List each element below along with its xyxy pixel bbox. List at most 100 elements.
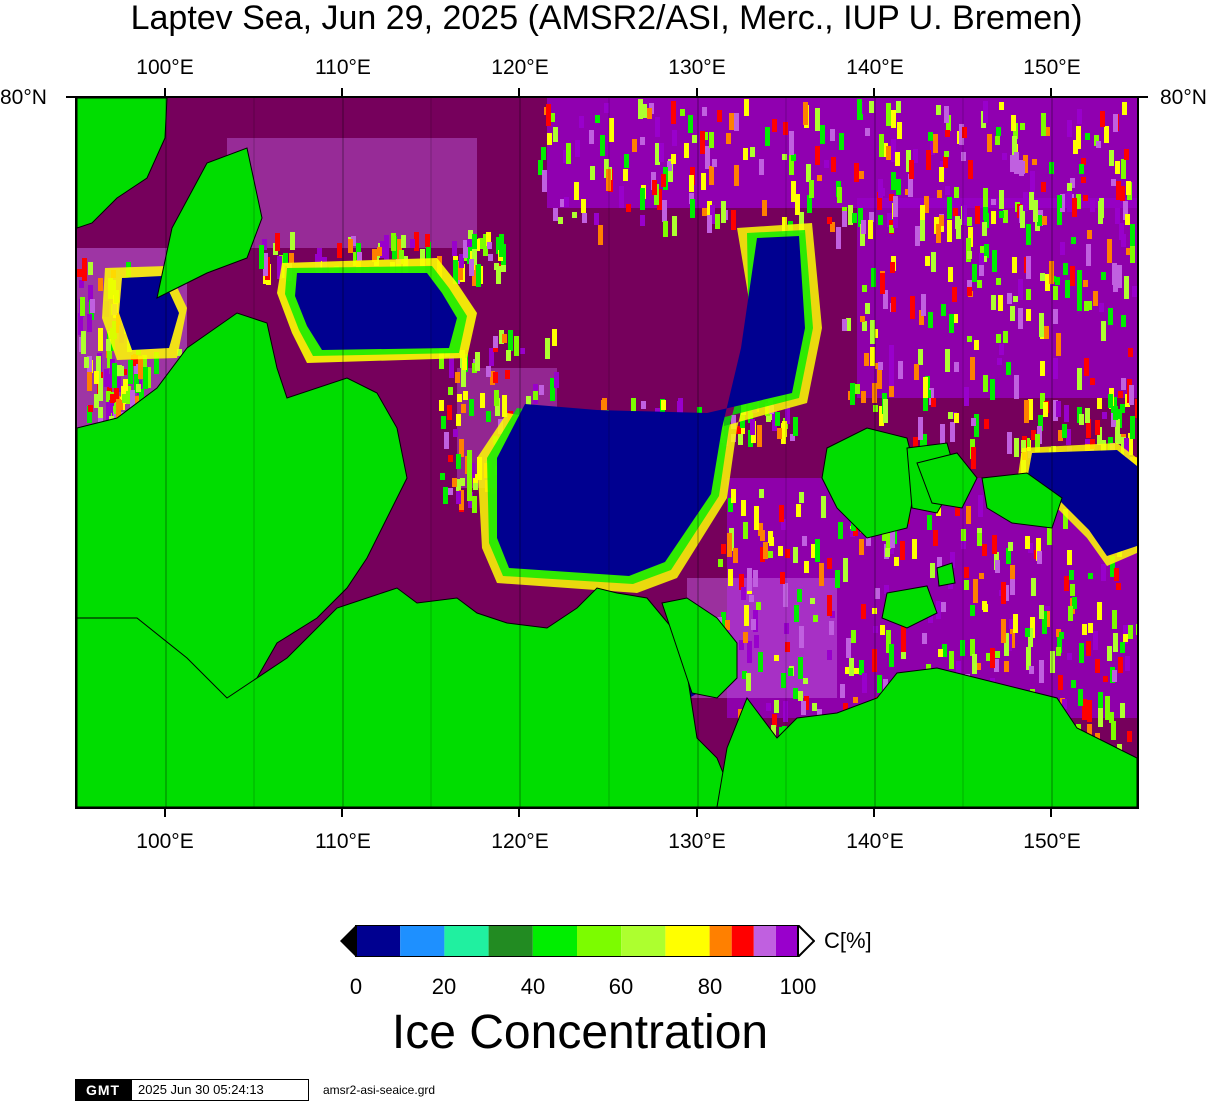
ice-speckle <box>967 217 972 226</box>
ice-speckle <box>824 160 829 168</box>
ice-speckle <box>391 233 396 251</box>
ice-speckle <box>81 331 86 354</box>
ice-speckle <box>1121 234 1126 247</box>
ice-speckle <box>728 569 733 586</box>
lon-label-top-110: 110°E <box>315 56 371 79</box>
ice-speckle <box>1087 301 1092 310</box>
ice-speckle <box>1007 293 1012 304</box>
ice-speckle <box>107 349 112 368</box>
ice-speckle <box>905 189 910 195</box>
ice-speckle <box>460 478 465 486</box>
ice-speckle <box>461 404 466 413</box>
ice-speckle <box>1055 277 1060 285</box>
ice-speckle <box>920 205 925 227</box>
ice-speckle <box>1118 391 1123 398</box>
ice-speckle <box>290 232 295 250</box>
ice-speckle <box>802 536 807 546</box>
ice-speckle <box>758 652 763 672</box>
ice-speckle <box>493 372 498 383</box>
ice-speckle <box>964 580 969 590</box>
ice-speckle <box>410 239 415 248</box>
ice-speckle <box>925 256 930 266</box>
ice-speckle <box>640 215 645 226</box>
ice-speckle <box>84 357 89 368</box>
ice-speckle <box>1012 136 1017 155</box>
ice-speckle <box>920 220 925 241</box>
ice-speckle <box>807 195 812 213</box>
ice-speckle <box>589 130 594 144</box>
ice-speckle <box>893 217 898 228</box>
ice-speckle <box>1130 246 1135 263</box>
ice-speckle <box>1028 399 1033 420</box>
ice-speckle <box>552 329 557 346</box>
ice-speckle <box>1020 123 1025 130</box>
ice-speckle <box>971 418 976 426</box>
ice-speckle <box>799 212 804 233</box>
ice-speckle <box>1053 286 1058 300</box>
ice-speckle <box>642 104 647 118</box>
ice-speckle <box>1128 348 1133 357</box>
ice-speckle <box>98 278 103 291</box>
ice-speckle <box>858 114 863 120</box>
ice-speckle <box>143 367 148 389</box>
ice-speckle <box>553 208 558 221</box>
ice-speckle <box>275 233 280 251</box>
ice-speckle <box>845 667 850 674</box>
ice-speckle <box>1086 641 1091 656</box>
ice-speckle <box>846 638 851 658</box>
ice-speckle <box>996 127 1001 136</box>
ice-speckle <box>898 361 903 379</box>
ice-speckle <box>478 238 483 249</box>
ice-speckle <box>1028 628 1033 647</box>
ice-speckle <box>1115 208 1120 224</box>
ice-speckle <box>950 552 955 568</box>
ice-speckle <box>821 496 826 518</box>
ice-speckle <box>992 535 997 554</box>
ice-speckle <box>1113 114 1118 132</box>
ice-speckle <box>483 234 488 256</box>
ice-speckle <box>791 181 796 202</box>
colorbar-cell <box>400 925 445 957</box>
ice-speckle <box>1104 126 1109 143</box>
lon-label-bottom-130: 130°E <box>668 830 726 853</box>
ice-speckle <box>652 180 657 195</box>
ice-speckle <box>488 254 493 261</box>
ice-speckle <box>1094 135 1099 146</box>
ice-speckle <box>793 688 798 699</box>
grid-filename: amsr2-asi-seaice.grd <box>323 1083 436 1097</box>
ice-speckle <box>953 314 958 323</box>
ice-speckle <box>936 601 941 619</box>
ice-speckle <box>1098 708 1103 727</box>
ice-speckle <box>1067 191 1072 212</box>
ice-speckle <box>1068 606 1073 621</box>
land-kotelny-island <box>821 427 918 539</box>
ice-speckle <box>1098 201 1103 224</box>
lat-label-right: 80°N <box>1160 86 1207 109</box>
ice-speckle <box>98 378 103 401</box>
ice-speckle <box>619 186 624 208</box>
ice-speckle <box>889 386 894 397</box>
ice-speckle <box>740 427 745 434</box>
ice-speckle <box>921 294 926 316</box>
ice-speckle <box>1030 617 1035 638</box>
ice-speckle <box>1014 375 1019 399</box>
ice-speckle <box>987 134 992 152</box>
tick-top-140 <box>873 88 875 96</box>
ice-speckle <box>1120 404 1125 413</box>
ice-speckle <box>1037 215 1042 226</box>
ice-speckle <box>1063 263 1068 275</box>
ice-speckle <box>453 256 458 262</box>
ice-speckle <box>106 339 111 351</box>
ice-speckle <box>1067 120 1072 137</box>
ice-speckle <box>839 133 844 150</box>
ice-speckle <box>1124 149 1129 160</box>
ice-speckle <box>486 366 491 377</box>
ice-speckle <box>948 267 953 282</box>
ice-speckle <box>1057 636 1062 653</box>
ice-speckle <box>743 632 748 643</box>
ice-speckle <box>945 186 950 195</box>
colorbar-cell <box>731 925 754 957</box>
ice-speckle <box>1077 270 1082 287</box>
land-small-isle-1 <box>936 562 956 587</box>
ice-speckle <box>1060 242 1065 255</box>
